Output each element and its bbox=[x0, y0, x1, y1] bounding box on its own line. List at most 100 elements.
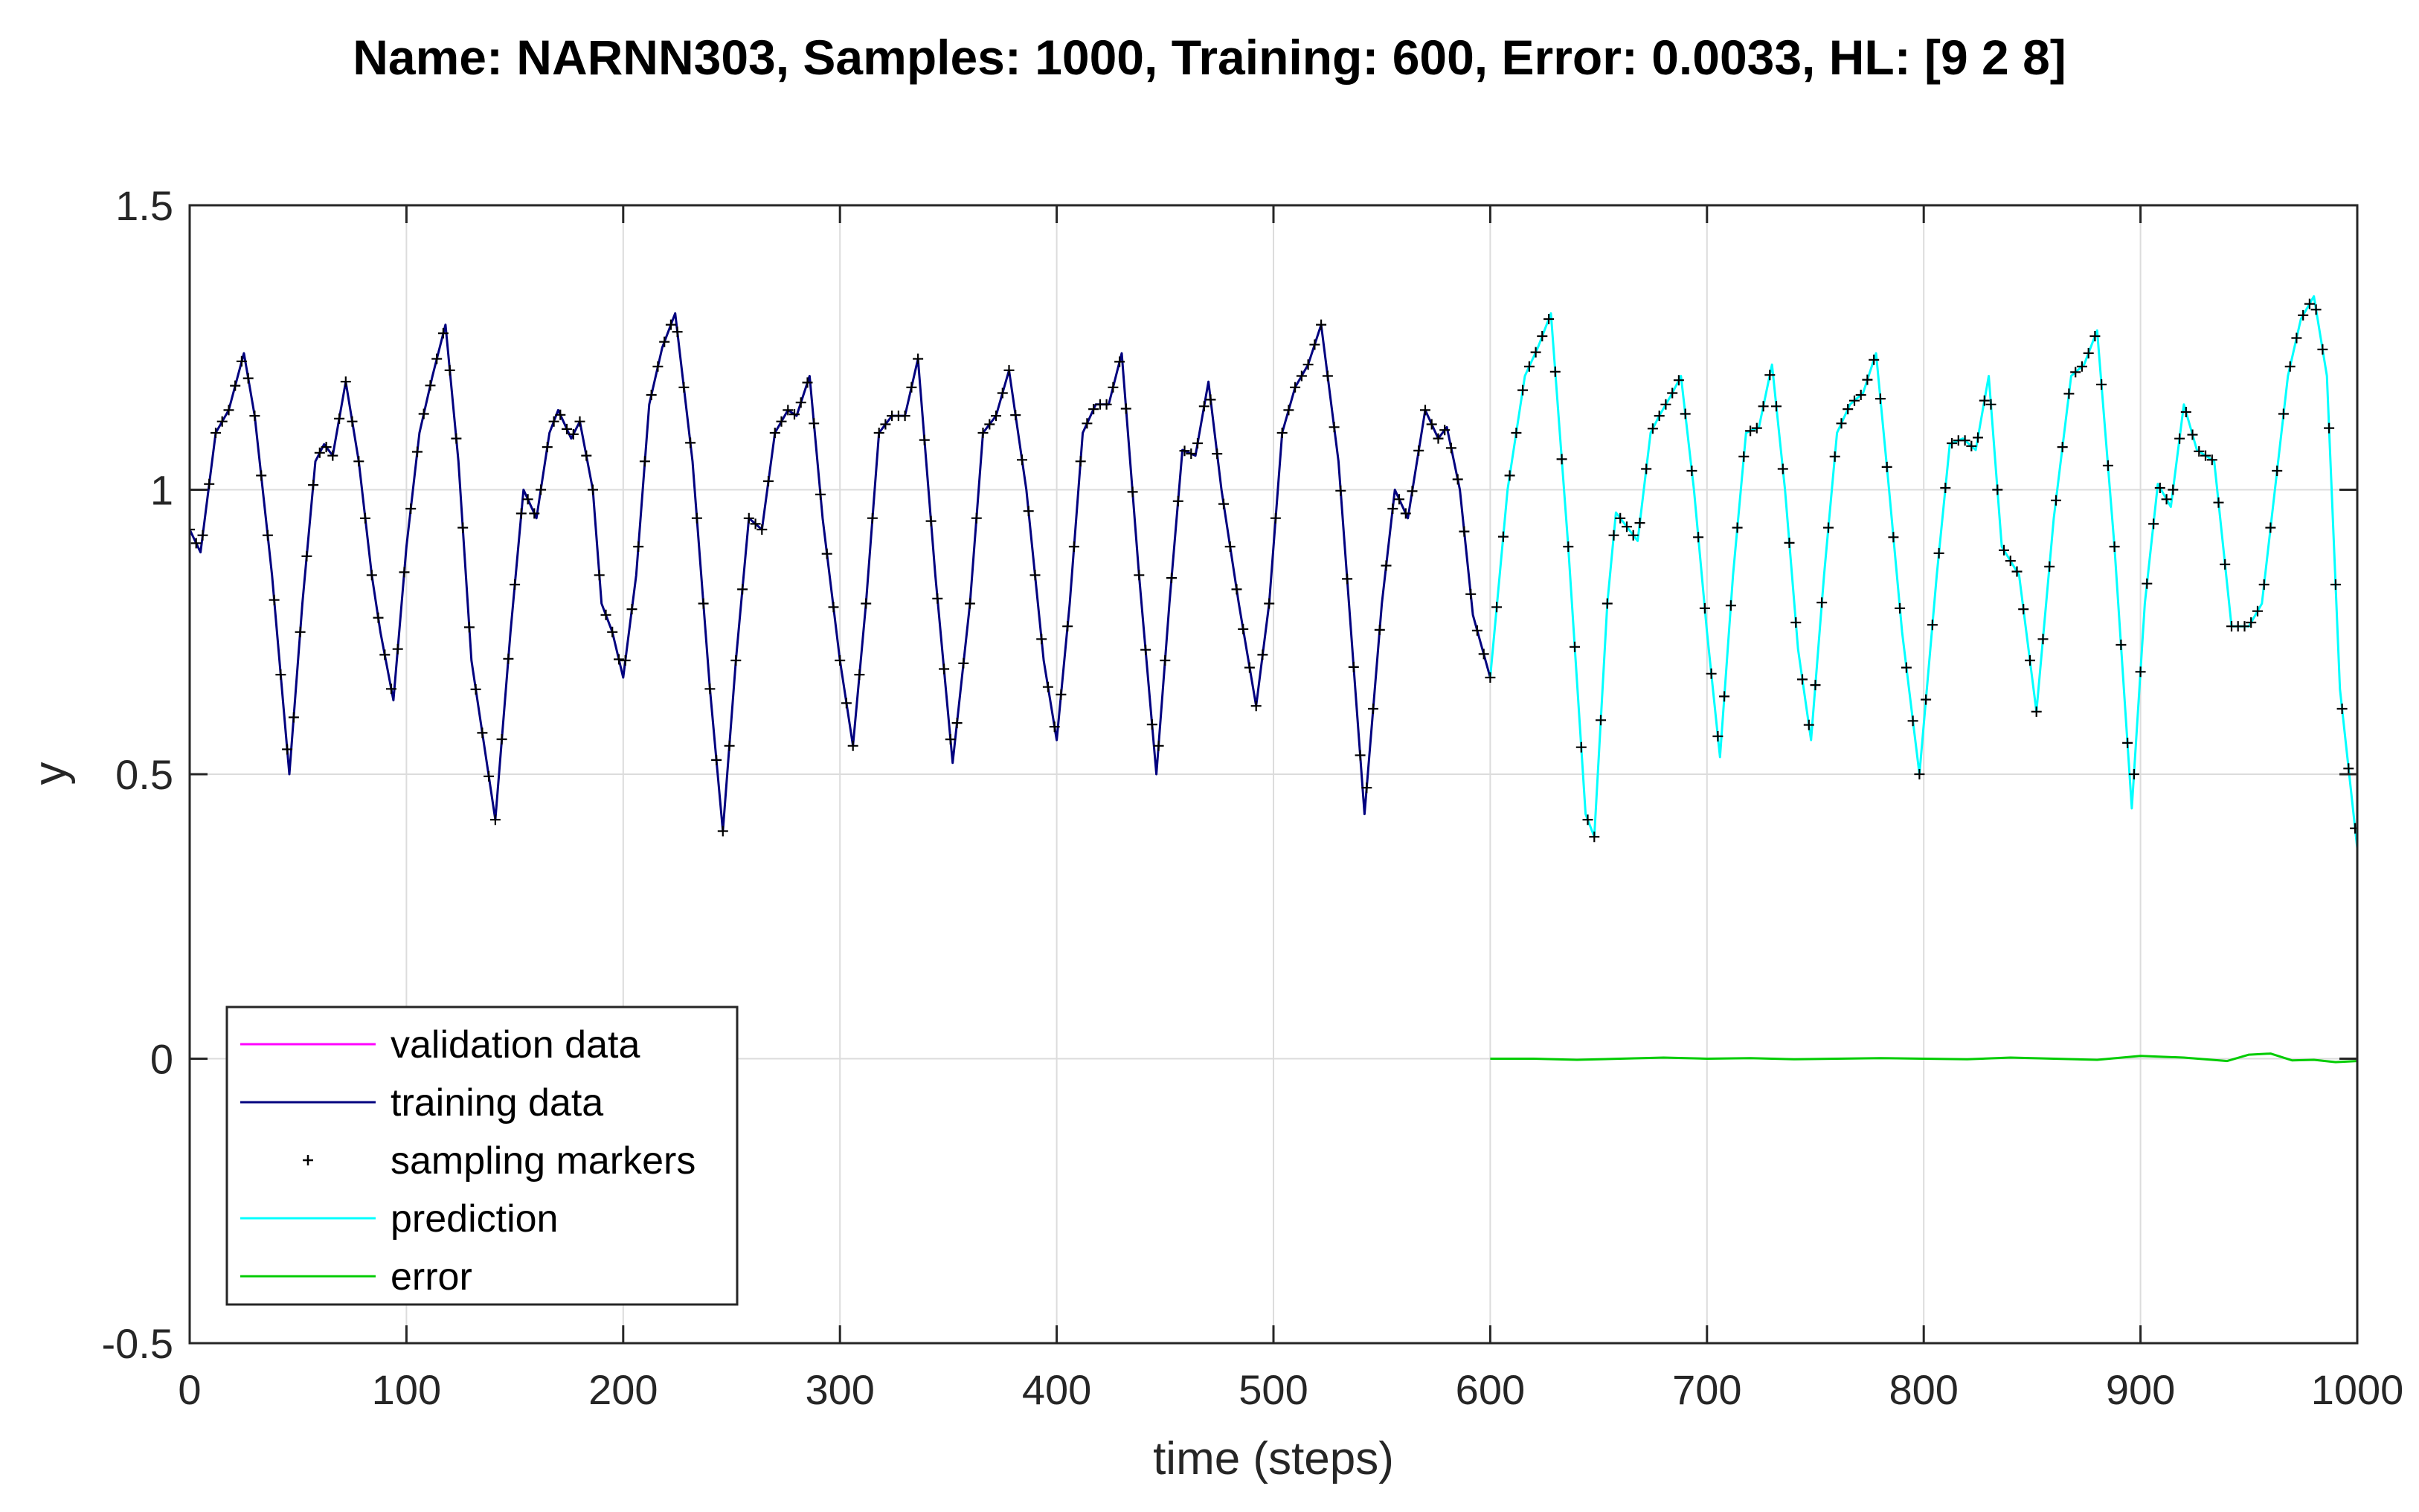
x-tick-label: 800 bbox=[1889, 1366, 1958, 1413]
sampling-marker bbox=[1049, 721, 1060, 733]
sampling-marker bbox=[1420, 405, 1430, 416]
sampling-marker bbox=[1082, 418, 1093, 429]
sampling-marker bbox=[2258, 579, 2269, 590]
sampling-marker bbox=[2246, 617, 2257, 628]
sampling-marker bbox=[223, 405, 234, 416]
legend-label-validation-data: validation data bbox=[391, 1023, 640, 1067]
sampling-marker bbox=[1231, 584, 1242, 595]
sampling-marker bbox=[1056, 689, 1067, 700]
sampling-marker bbox=[620, 655, 631, 666]
sampling-marker bbox=[1725, 600, 1736, 611]
sampling-marker bbox=[1693, 532, 1704, 543]
sampling-marker bbox=[2180, 407, 2191, 417]
sampling-marker bbox=[1667, 387, 1678, 399]
sampling-marker bbox=[2291, 332, 2302, 344]
sampling-marker bbox=[503, 653, 514, 664]
sampling-marker bbox=[1134, 570, 1145, 581]
error-line bbox=[1490, 1052, 2357, 1064]
sampling-marker bbox=[743, 512, 754, 524]
sampling-marker bbox=[1549, 366, 1561, 377]
sampling-marker bbox=[2148, 518, 2159, 530]
sampling-marker bbox=[2284, 361, 2296, 372]
sampling-marker bbox=[2272, 466, 2283, 476]
sampling-marker bbox=[1881, 461, 1892, 472]
sampling-marker bbox=[1459, 526, 1470, 537]
x-tick-label: 300 bbox=[805, 1366, 874, 1413]
sampling-marker bbox=[633, 541, 644, 552]
sampling-marker bbox=[314, 447, 325, 458]
sampling-marker bbox=[2076, 361, 2087, 372]
sampling-marker bbox=[1010, 410, 1021, 421]
sampling-marker bbox=[1042, 681, 1053, 692]
legend-label-error: error bbox=[391, 1255, 472, 1299]
y-tick-label: -0.5 bbox=[102, 1320, 174, 1367]
sampling-marker bbox=[1543, 314, 1555, 324]
sampling-marker bbox=[340, 376, 351, 387]
sampling-marker bbox=[1374, 624, 1385, 635]
sampling-marker bbox=[1471, 625, 1482, 636]
sampling-marker bbox=[230, 380, 241, 391]
sampling-marker bbox=[190, 538, 202, 549]
sampling-marker bbox=[1517, 385, 1529, 396]
sampling-marker bbox=[2317, 344, 2328, 355]
sampling-marker bbox=[1309, 339, 1320, 350]
sampling-marker bbox=[327, 450, 338, 461]
sampling-marker bbox=[1660, 399, 1671, 410]
x-tick-label: 0 bbox=[178, 1366, 201, 1413]
sampling-marker bbox=[965, 598, 975, 609]
x-axis-label: time (steps) bbox=[1153, 1433, 1394, 1484]
sampling-marker bbox=[1244, 662, 1255, 673]
sampling-marker bbox=[2005, 556, 2016, 567]
y-tick-label: 1 bbox=[150, 467, 173, 514]
sampling-marker bbox=[1186, 448, 1197, 459]
sampling-marker bbox=[672, 326, 683, 338]
sampling-marker bbox=[1166, 573, 1177, 584]
sampling-marker bbox=[510, 579, 521, 590]
sampling-marker bbox=[2154, 483, 2165, 493]
sampling-marker bbox=[1751, 422, 1762, 434]
sampling-marker bbox=[951, 718, 963, 729]
legend-box bbox=[225, 1006, 739, 1306]
x-tick-label: 900 bbox=[2106, 1366, 2175, 1413]
sampling-marker bbox=[1485, 672, 1496, 683]
sampling-marker bbox=[1335, 485, 1346, 496]
sampling-marker bbox=[1400, 508, 1411, 519]
sampling-marker bbox=[1921, 694, 1932, 705]
sampling-marker bbox=[1706, 668, 1717, 679]
sampling-marker bbox=[1862, 374, 1873, 385]
sampling-marker bbox=[646, 390, 657, 400]
sampling-marker bbox=[496, 734, 507, 744]
sampling-marker bbox=[574, 416, 585, 427]
sampling-marker bbox=[2324, 422, 2335, 434]
sampling-marker bbox=[1465, 588, 1477, 599]
sampling-marker bbox=[1212, 448, 1223, 460]
sampling-marker bbox=[1914, 769, 1925, 779]
sampling-marker bbox=[379, 649, 391, 660]
sampling-marker bbox=[2096, 379, 2107, 390]
sampling-marker bbox=[977, 428, 989, 438]
sampling-marker bbox=[1029, 570, 1041, 581]
sampling-marker bbox=[880, 419, 891, 430]
sampling-marker bbox=[1114, 356, 1125, 367]
sampling-marker bbox=[1329, 422, 1340, 433]
sampling-marker bbox=[919, 434, 930, 445]
sampling-marker bbox=[828, 602, 839, 613]
sampling-marker bbox=[1264, 598, 1275, 609]
sampling-marker bbox=[275, 669, 286, 681]
sampling-marker bbox=[1803, 719, 1814, 730]
sampling-marker bbox=[1784, 537, 1795, 548]
sampling-marker bbox=[2310, 304, 2322, 315]
sampling-marker bbox=[1342, 573, 1353, 585]
sampling-marker bbox=[1394, 494, 1404, 505]
sampling-marker bbox=[1764, 370, 1776, 381]
sampling-marker bbox=[242, 373, 254, 384]
sampling-marker bbox=[1966, 440, 1977, 451]
sampling-marker bbox=[288, 712, 299, 723]
sampling-marker bbox=[1445, 443, 1456, 454]
sampling-marker bbox=[444, 364, 455, 376]
sampling-marker bbox=[347, 416, 358, 427]
sampling-marker bbox=[1205, 394, 1216, 405]
sampling-marker bbox=[392, 643, 403, 654]
sampling-marker bbox=[353, 456, 364, 467]
sampling-marker bbox=[1036, 634, 1047, 645]
